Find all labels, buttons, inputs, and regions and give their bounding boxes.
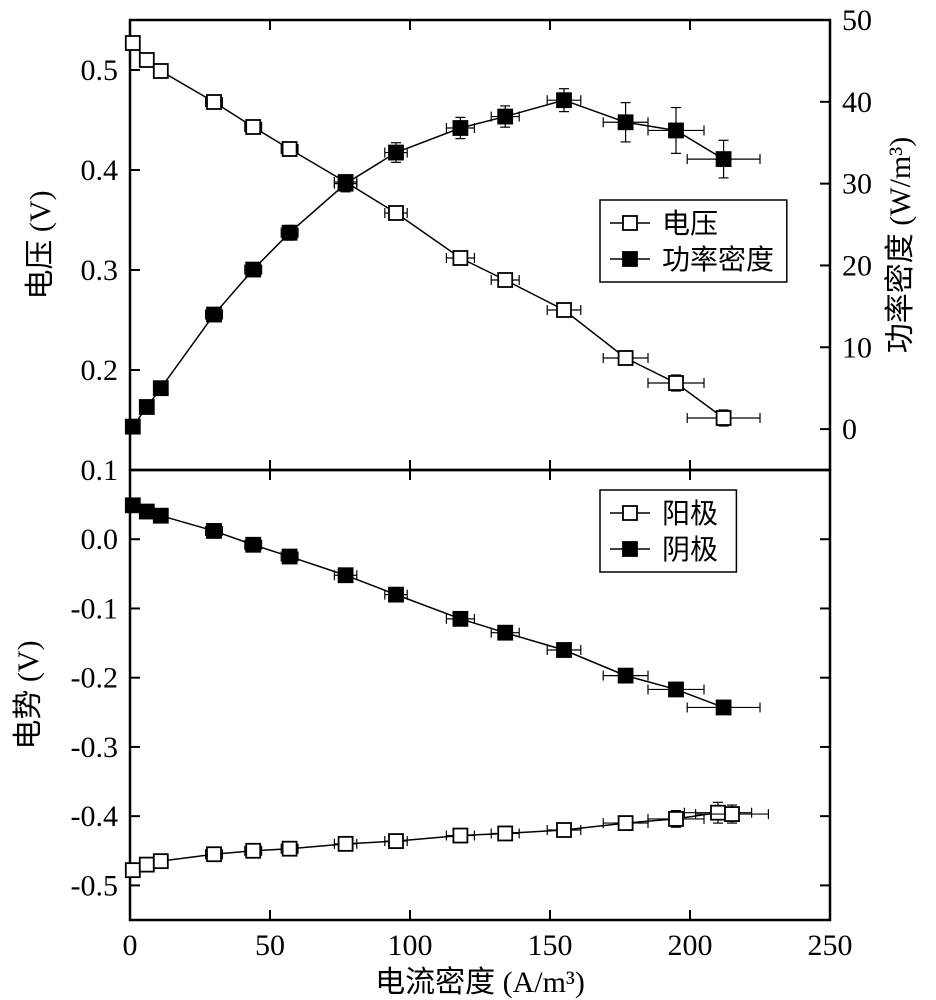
bottom-left-y-label: 电势 (V) [12,640,45,749]
x-axis-label: 电流密度 (A/m³) [375,966,585,999]
svg-text:-0.5: -0.5 [71,869,119,902]
svg-text:-0.1: -0.1 [71,592,119,625]
svg-text:0.3: 0.3 [81,254,119,287]
svg-text:功率密度: 功率密度 [662,244,774,276]
svg-text:40: 40 [842,86,872,119]
svg-text:0: 0 [123,929,138,962]
svg-text:50: 50 [842,4,872,37]
svg-text:0.5: 0.5 [81,54,119,87]
svg-text:250: 250 [808,929,853,962]
svg-text:阳极: 阳极 [662,498,718,530]
svg-text:-0.4: -0.4 [71,800,119,833]
svg-text:电压: 电压 [662,208,718,240]
svg-text:0.2: 0.2 [81,354,119,387]
legend-top: 电压功率密度 [600,200,787,282]
svg-text:阴极: 阴极 [662,534,718,566]
svg-text:50: 50 [255,929,285,962]
svg-text:20: 20 [842,249,872,282]
svg-text:30: 30 [842,168,872,201]
svg-text:10: 10 [842,331,872,364]
legend-bottom: 阳极阴极 [600,490,736,572]
svg-text:100: 100 [388,929,433,962]
series-anode [126,802,769,877]
chart-svg: 050100150200250电流密度 (A/m³)0.10.20.30.40.… [0,0,936,1000]
svg-text:-0.2: -0.2 [71,662,119,695]
svg-text:0: 0 [842,413,857,446]
svg-text:0.4: 0.4 [81,154,119,187]
svg-text:-0.3: -0.3 [71,731,119,764]
top-right-y-label: 功率密度 (W/m³) [884,137,917,353]
svg-text:200: 200 [668,929,713,962]
svg-text:0.0: 0.0 [81,523,119,556]
dual-panel-chart: 050100150200250电流密度 (A/m³)0.10.20.30.40.… [0,0,936,1000]
top-left-y-label: 电压 (V) [24,190,57,299]
svg-text:0.1: 0.1 [81,454,119,487]
svg-text:150: 150 [528,929,573,962]
